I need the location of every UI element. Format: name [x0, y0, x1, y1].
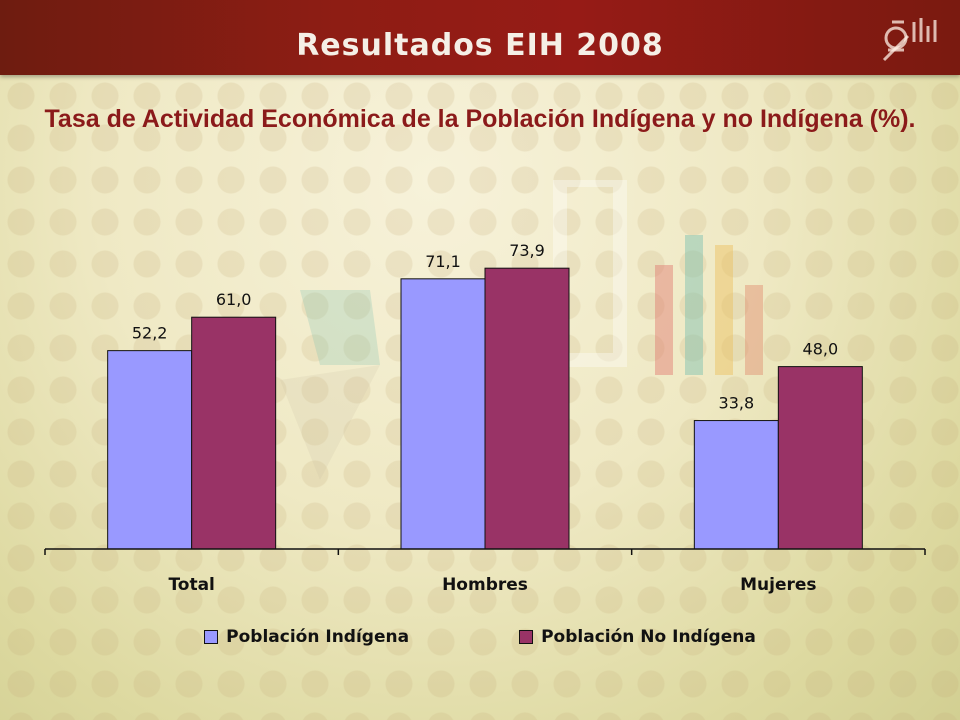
- legend-label-indigena: Población Indígena: [226, 627, 410, 647]
- data-label-mujeres-poblacion-indigena: 33,8: [719, 394, 755, 413]
- slide-title: Resultados EIH 2008: [296, 28, 664, 63]
- bar-hombres-poblacion-no-indigena: [484, 267, 570, 550]
- data-label-hombres-poblacion-no-indigena: 73,9: [509, 241, 545, 260]
- chart-legend: Población Indígena Población No Indígena: [0, 627, 960, 647]
- bar-total-poblacion-indigena: [107, 350, 193, 550]
- data-label-total-poblacion-indigena: 52,2: [132, 324, 168, 343]
- legend-item-indigena: Población Indígena: [204, 627, 409, 647]
- category-label-hombres: Hombres: [442, 575, 528, 595]
- data-label-mujeres-poblacion-no-indigena: 48,0: [803, 340, 839, 359]
- legend-swatch-no-indigena: [519, 630, 534, 644]
- data-label-total-poblacion-no-indigena: 61,0: [216, 290, 252, 309]
- legend-swatch-indigena: [204, 630, 219, 644]
- stats-logo-icon: [882, 18, 937, 62]
- bar-mujeres-poblacion-no-indigena: [777, 366, 863, 550]
- slide-header: Resultados EIH 2008: [0, 0, 960, 75]
- bar-total-poblacion-no-indigena: [191, 316, 277, 550]
- legend-item-no-indigena: Población No Indígena: [519, 627, 756, 647]
- bar-mujeres-poblacion-indigena: [693, 420, 779, 550]
- data-label-hombres-poblacion-indigena: 71,1: [425, 252, 461, 271]
- category-label-total: Total: [168, 575, 214, 595]
- chart-title: Tasa de Actividad Económica de la Poblac…: [44, 105, 916, 133]
- category-label-mujeres: Mujeres: [740, 575, 816, 595]
- bar-hombres-poblacion-indigena: [400, 278, 486, 550]
- legend-label-no-indigena: Población No Indígena: [541, 627, 756, 647]
